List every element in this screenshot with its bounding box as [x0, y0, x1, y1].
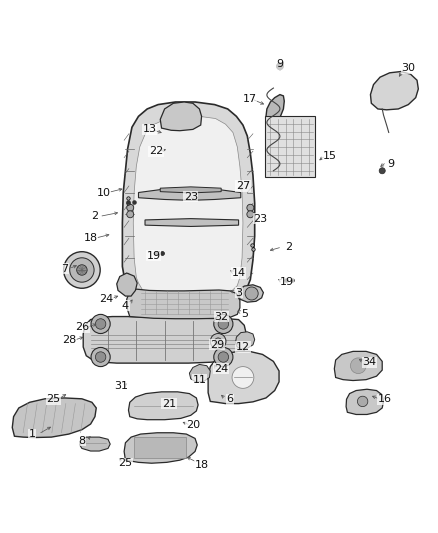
Text: 11: 11	[192, 375, 206, 385]
Text: 24: 24	[214, 364, 228, 374]
Text: 9: 9	[276, 59, 283, 69]
Circle shape	[214, 348, 233, 367]
Circle shape	[70, 258, 94, 282]
Circle shape	[232, 367, 254, 389]
Text: 4: 4	[122, 301, 129, 311]
Polygon shape	[189, 365, 210, 382]
Circle shape	[218, 319, 229, 329]
Text: 29: 29	[210, 340, 224, 350]
Text: 32: 32	[214, 312, 228, 321]
Text: 30: 30	[401, 63, 415, 74]
Circle shape	[379, 168, 385, 174]
Bar	[134, 437, 186, 458]
Polygon shape	[122, 102, 254, 303]
Text: 3: 3	[235, 288, 242, 297]
Polygon shape	[133, 116, 243, 297]
Polygon shape	[371, 71, 418, 110]
Bar	[265, 116, 315, 177]
Polygon shape	[127, 289, 240, 319]
Text: 7: 7	[61, 264, 68, 273]
Circle shape	[210, 334, 226, 349]
Text: 27: 27	[236, 181, 250, 191]
Polygon shape	[208, 351, 279, 403]
Circle shape	[127, 211, 134, 218]
Circle shape	[95, 352, 106, 362]
Text: 1: 1	[28, 429, 35, 439]
Text: 19: 19	[279, 277, 293, 287]
Circle shape	[350, 358, 366, 374]
Text: 12: 12	[236, 342, 250, 352]
Circle shape	[245, 287, 258, 300]
Polygon shape	[236, 332, 254, 349]
Circle shape	[91, 314, 110, 334]
Circle shape	[247, 211, 254, 218]
Polygon shape	[239, 285, 263, 302]
Text: 13: 13	[142, 124, 156, 134]
Polygon shape	[346, 389, 384, 415]
Text: 16: 16	[378, 394, 392, 404]
Text: 10: 10	[97, 188, 111, 198]
Circle shape	[91, 348, 110, 367]
Circle shape	[77, 265, 87, 275]
Polygon shape	[117, 273, 137, 296]
Text: 2: 2	[92, 212, 99, 221]
Text: 18: 18	[194, 459, 208, 470]
Polygon shape	[334, 351, 382, 381]
Text: 26: 26	[75, 322, 89, 333]
Polygon shape	[160, 102, 201, 131]
Polygon shape	[12, 398, 96, 438]
Text: 24: 24	[99, 294, 113, 304]
Circle shape	[214, 314, 233, 334]
Polygon shape	[160, 187, 221, 193]
Text: 15: 15	[323, 150, 337, 160]
Polygon shape	[128, 392, 198, 419]
Circle shape	[127, 204, 134, 211]
Text: 23: 23	[184, 192, 198, 202]
Text: 14: 14	[232, 268, 246, 278]
Text: 5: 5	[242, 309, 249, 319]
Text: 23: 23	[253, 214, 268, 224]
Circle shape	[218, 352, 229, 362]
Text: 25: 25	[118, 458, 132, 468]
Circle shape	[247, 204, 254, 211]
Text: 21: 21	[162, 399, 176, 409]
Polygon shape	[83, 317, 246, 363]
Circle shape	[276, 63, 283, 70]
Polygon shape	[138, 188, 241, 200]
Polygon shape	[266, 94, 284, 125]
Circle shape	[64, 252, 100, 288]
Text: 28: 28	[62, 335, 76, 345]
Text: 17: 17	[242, 94, 257, 104]
Text: 19: 19	[147, 251, 161, 261]
Text: 25: 25	[46, 394, 61, 404]
Circle shape	[357, 396, 368, 407]
Text: 6: 6	[226, 394, 233, 404]
Text: 18: 18	[84, 233, 98, 243]
Text: 22: 22	[149, 146, 163, 156]
Text: 20: 20	[186, 421, 200, 430]
Circle shape	[95, 319, 106, 329]
Polygon shape	[124, 433, 197, 463]
Text: 34: 34	[362, 357, 376, 367]
Text: 9: 9	[387, 159, 395, 169]
Text: 31: 31	[114, 381, 128, 391]
Text: 8: 8	[78, 435, 85, 446]
Polygon shape	[80, 437, 110, 451]
Polygon shape	[145, 219, 239, 227]
Circle shape	[215, 338, 222, 345]
Text: 2: 2	[285, 242, 292, 252]
